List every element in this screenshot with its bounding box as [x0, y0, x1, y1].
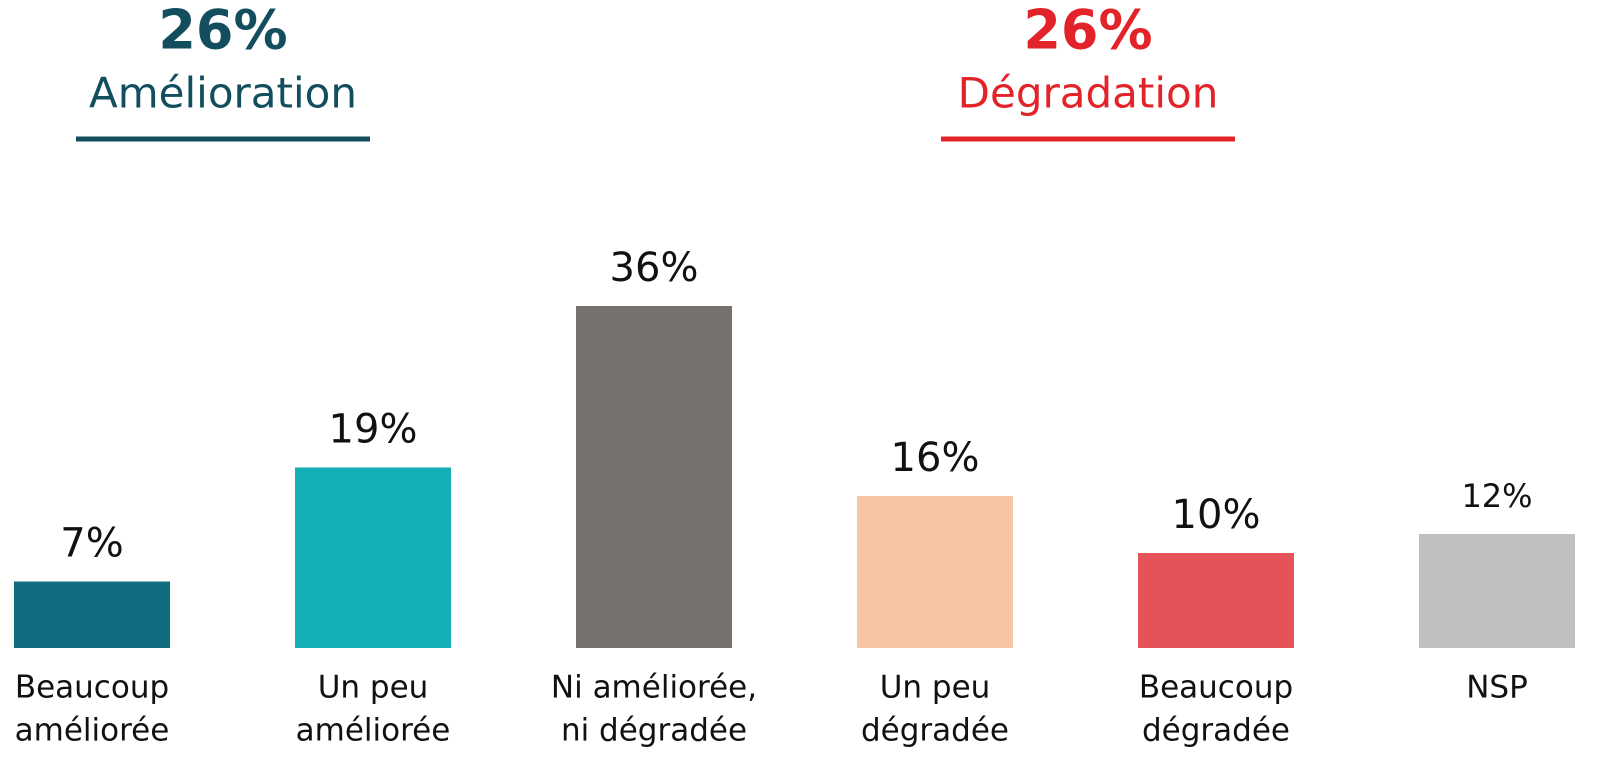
summary-value: 26%: [1023, 0, 1152, 62]
bar: [857, 496, 1013, 648]
summary-label: Amélioration: [89, 69, 357, 118]
bar: [1419, 534, 1575, 648]
value-label: 16%: [891, 435, 980, 481]
x-tick-label: améliorée: [15, 713, 170, 749]
bar: [1138, 553, 1294, 648]
x-tick-label: NSP: [1466, 670, 1528, 706]
bar: [576, 306, 732, 648]
x-tick-label: améliorée: [296, 713, 451, 749]
value-label: 36%: [610, 245, 699, 291]
x-tick-label: Un peu: [880, 670, 991, 706]
summary-label: Dégradation: [958, 69, 1219, 118]
x-tick-label: Un peu: [318, 670, 429, 706]
x-tick-label: Ni améliorée,: [551, 670, 757, 706]
x-tick-label: ni dégradée: [561, 713, 747, 749]
value-label: 10%: [1172, 492, 1261, 538]
value-label: 12%: [1461, 477, 1532, 515]
bar: [14, 581, 170, 648]
x-tick-label: Beaucoup: [15, 670, 169, 706]
value-label: 19%: [329, 407, 418, 453]
value-label: 7%: [60, 521, 123, 567]
x-tick-label: dégradée: [1142, 713, 1290, 749]
summary-value: 26%: [158, 0, 287, 62]
x-tick-label: dégradée: [861, 713, 1009, 749]
x-tick-label: Beaucoup: [1139, 670, 1293, 706]
bar: [295, 467, 451, 648]
